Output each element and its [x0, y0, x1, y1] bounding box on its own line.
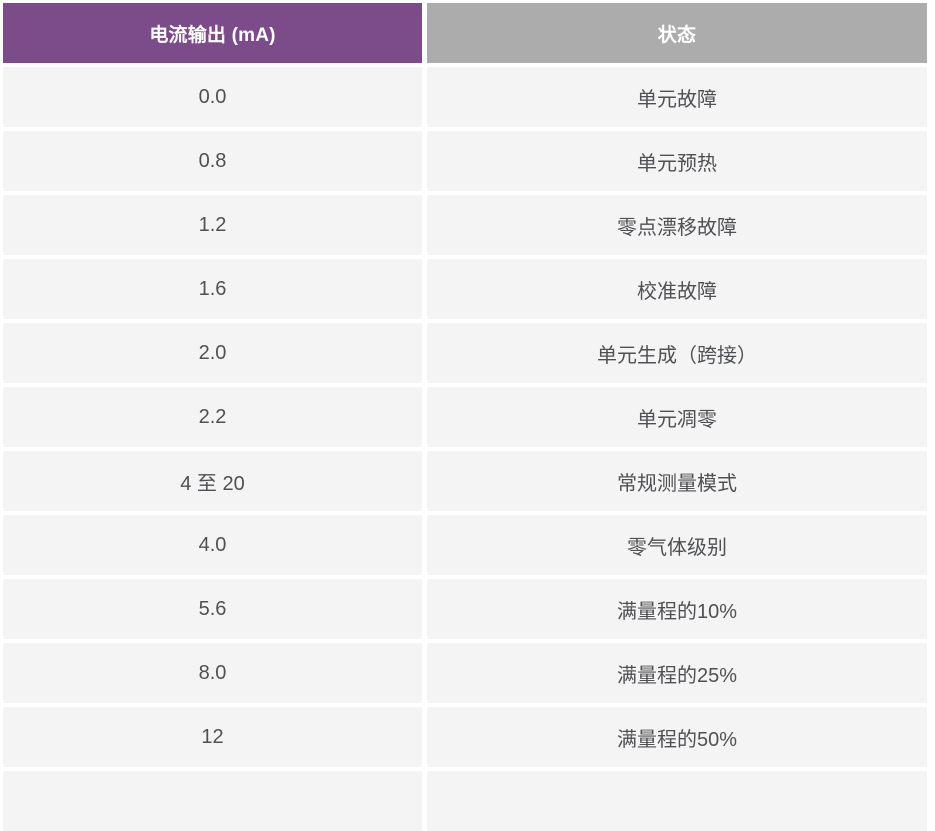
table-row-1-status-cell: 单元预热 — [427, 131, 927, 191]
table-row-8-status-cell: 满量程的10% — [427, 579, 927, 639]
table-row-6-status-cell: 常规测量模式 — [427, 451, 927, 511]
table-row-8-current-cell: 5.6 — [3, 579, 422, 639]
table-row-10-status-cell: 满量程的50% — [427, 707, 927, 767]
table-row-6-current-cell: 4 至 20 — [3, 451, 422, 511]
table-row-10-current-cell: 12 — [3, 707, 422, 767]
column-header-current-output: 电流输出 (mA) — [3, 3, 422, 63]
table-row-2-current-cell: 1.2 — [3, 195, 422, 255]
table-row-3-current-cell: 1.6 — [3, 259, 422, 319]
table-row-3-status-cell: 校准故障 — [427, 259, 927, 319]
table-row-9-current-cell: 8.0 — [3, 643, 422, 703]
table-row-7-status-cell: 零气体级别 — [427, 515, 927, 575]
partial-next-row-current-cell — [3, 771, 422, 831]
table-row-0-status-cell: 单元故障 — [427, 67, 927, 127]
table-row-4-current-cell: 2.0 — [3, 323, 422, 383]
table-row-1-current-cell: 0.8 — [3, 131, 422, 191]
table-row-7-current-cell: 4.0 — [3, 515, 422, 575]
table-row-5-status-cell: 单元凋零 — [427, 387, 927, 447]
table-row-4-status-cell: 单元生成（跨接） — [427, 323, 927, 383]
table-row-5-current-cell: 2.2 — [3, 387, 422, 447]
table-row-0-current-cell: 0.0 — [3, 67, 422, 127]
table-row-9-status-cell: 满量程的25% — [427, 643, 927, 703]
column-header-status: 状态 — [427, 3, 927, 63]
table-row-2-status-cell: 零点漂移故障 — [427, 195, 927, 255]
current-output-status-table: 电流输出 (mA) 状态 0.0 单元故障 0.8 单元预热 1.2 零点漂移故障 1.6 校… — [3, 3, 927, 831]
partial-next-row-status-cell — [427, 771, 927, 831]
